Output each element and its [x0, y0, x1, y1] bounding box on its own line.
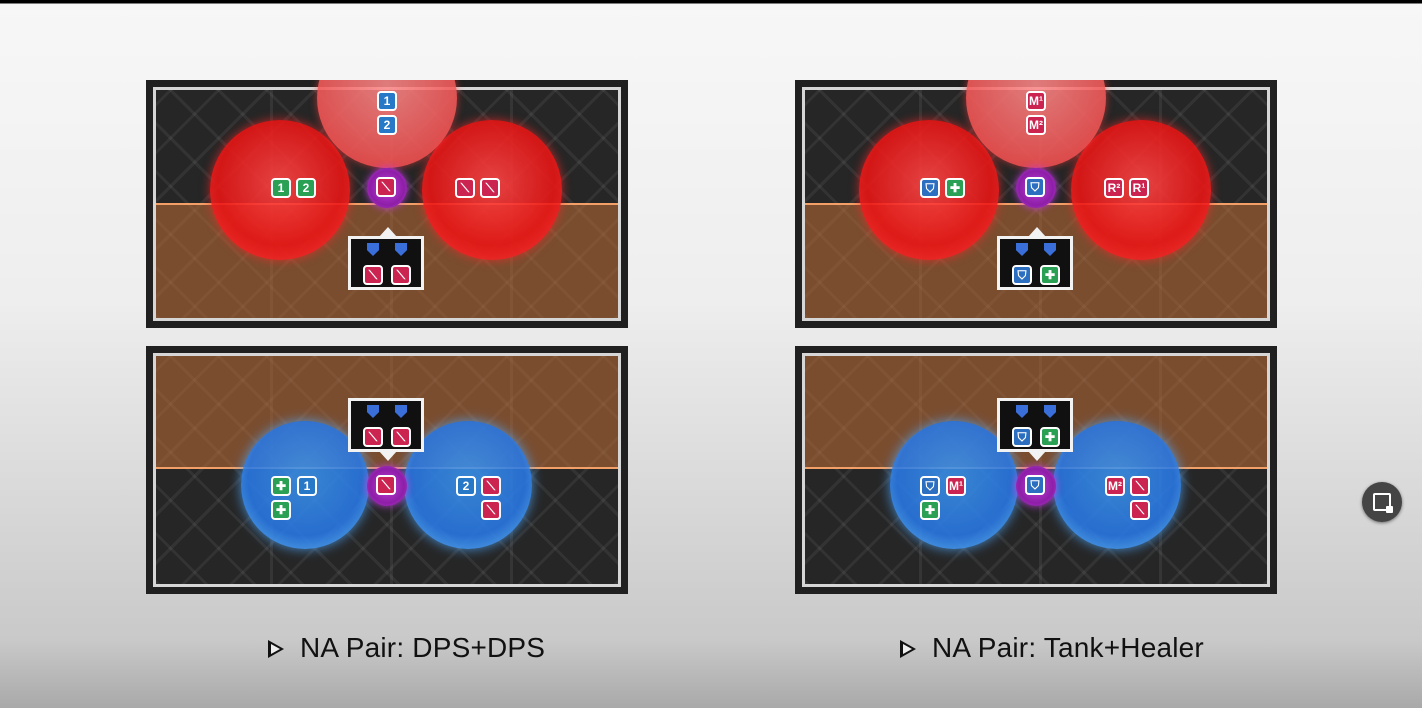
shield-icon: ⛉ [1012, 265, 1032, 285]
cross-icon: ✚ [271, 476, 291, 496]
arena-left-top: 1 2 1 2 ⟍ ⟍ ⟍ ⟍ ⟍ [146, 80, 628, 328]
sword-icon: ⟍ [363, 427, 383, 447]
healer-marker-1: 1 [271, 178, 291, 198]
sword-icon: ⟍ [481, 476, 501, 496]
caption-left-text: NA Pair: DPS+DPS [300, 632, 545, 663]
play-triangle-icon [268, 640, 284, 658]
arrow-down-icon [395, 243, 407, 256]
play-triangle-icon [900, 640, 916, 658]
tether-orb: ⛉ [1016, 466, 1056, 506]
marker-1: 1 [377, 91, 397, 111]
arrow-down-icon [1016, 405, 1028, 418]
marker-m1: M¹ [1026, 91, 1046, 111]
pair-callout: ⟍ ⟍ [348, 398, 424, 452]
sword-icon: ⟍ [363, 265, 383, 285]
pair-callout: ⟍ ⟍ [348, 236, 424, 290]
sword-icon: ⟍ [376, 177, 396, 197]
arrow-down-icon [1044, 405, 1056, 418]
sword-icon: ⟍ [480, 178, 500, 198]
shield-icon: ⛉ [1012, 427, 1032, 447]
marker-m2: M² [1026, 115, 1046, 135]
arena-right-top: M¹ M² ⛉ ✚ R² R¹ ⛉ ⛉ ✚ [795, 80, 1277, 328]
tether-orb: ⟍ [367, 168, 407, 208]
shield-icon: ⛉ [1025, 475, 1045, 495]
arrow-down-icon [367, 405, 379, 418]
healer-marker-2: 2 [296, 178, 316, 198]
marker-r1: R¹ [1129, 178, 1149, 198]
arrow-down-icon [395, 405, 407, 418]
cross-icon: ✚ [920, 500, 940, 520]
sword-icon: ⟍ [481, 500, 501, 520]
cross-icon: ✚ [271, 500, 291, 520]
sword-icon: ⟍ [455, 178, 475, 198]
pair-callout: ⛉ ✚ [997, 236, 1073, 290]
caption-right: NA Pair: Tank+Healer [900, 632, 1204, 664]
shield-icon: ⛉ [1025, 177, 1045, 197]
cross-icon: ✚ [1040, 427, 1060, 447]
marker-1: 1 [297, 476, 317, 496]
caption-right-text: NA Pair: Tank+Healer [932, 632, 1204, 663]
cross-icon: ✚ [1040, 265, 1060, 285]
marker-2: 2 [456, 476, 476, 496]
caption-left: NA Pair: DPS+DPS [268, 632, 545, 664]
sword-icon: ⟍ [1130, 476, 1150, 496]
arena-right-bottom: ⛉ M¹ ✚ M² ⟍ ⟍ ⛉ ⛉ ✚ [795, 346, 1277, 594]
marker-m1: M¹ [946, 476, 966, 496]
shield-icon: ⛉ [920, 476, 940, 496]
sword-icon: ⟍ [376, 475, 396, 495]
pair-callout: ⛉ ✚ [997, 398, 1073, 452]
shield-icon: ⛉ [920, 178, 940, 198]
marker-2: 2 [377, 115, 397, 135]
tether-orb: ⛉ [1016, 168, 1056, 208]
sword-icon: ⟍ [1130, 500, 1150, 520]
picture-in-picture-icon [1373, 493, 1391, 511]
arena-left-bottom: ✚ 1 ✚ 2 ⟍ ⟍ ⟍ ⟍ ⟍ [146, 346, 628, 594]
marker-r2: R² [1104, 178, 1124, 198]
tether-orb: ⟍ [367, 466, 407, 506]
arrow-down-icon [367, 243, 379, 256]
sword-icon: ⟍ [391, 265, 411, 285]
sword-icon: ⟍ [391, 427, 411, 447]
arrow-down-icon [1016, 243, 1028, 256]
marker-m2: M² [1105, 476, 1125, 496]
picture-in-picture-button[interactable] [1362, 482, 1402, 522]
arrow-down-icon [1044, 243, 1056, 256]
cross-icon: ✚ [945, 178, 965, 198]
